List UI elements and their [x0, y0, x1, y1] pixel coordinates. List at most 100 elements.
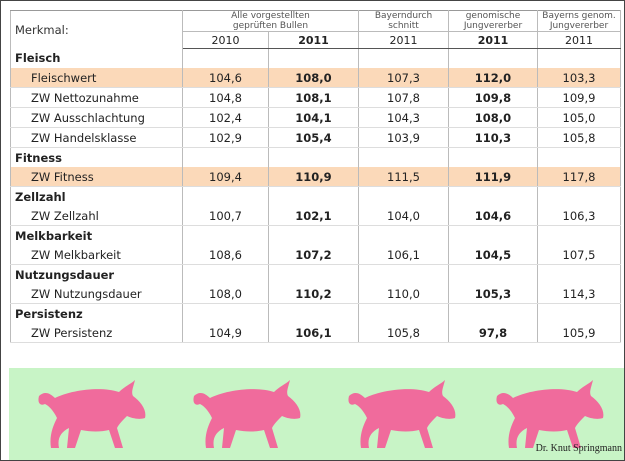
- value-cell: 102,9: [183, 128, 269, 148]
- section-title: Zellzahl: [11, 187, 183, 207]
- section-title: Nutzungsdauer: [11, 265, 183, 285]
- empty-cell: [183, 265, 269, 285]
- value-cell: 111,9: [449, 167, 538, 187]
- value-cell: 107,8: [359, 88, 449, 108]
- value-cell: 109,4: [183, 167, 269, 187]
- empty-cell: [359, 187, 449, 207]
- data-row: ZW Fitness109,4110,9111,5111,9117,8: [11, 167, 621, 187]
- row-label: ZW Persistenz: [11, 323, 183, 343]
- value-cell: 105,9: [538, 323, 621, 343]
- value-cell: 104,1: [269, 108, 359, 128]
- bull-icon: [496, 380, 603, 448]
- section-row: Melkbarkeit: [11, 226, 621, 246]
- empty-cell: [449, 226, 538, 246]
- value-cell: 104,6: [183, 68, 269, 88]
- value-cell: 105,0: [538, 108, 621, 128]
- value-cell: 106,3: [538, 206, 621, 226]
- bull-icon: [38, 380, 145, 448]
- empty-cell: [538, 187, 621, 207]
- value-cell: 104,9: [183, 323, 269, 343]
- section-row: Fleisch: [11, 49, 621, 69]
- empty-cell: [269, 187, 359, 207]
- year-label: 2011: [538, 32, 621, 49]
- value-cell: 106,1: [269, 323, 359, 343]
- value-cell: 105,8: [359, 323, 449, 343]
- row-label: ZW Melkbarkeit: [11, 245, 183, 265]
- empty-cell: [269, 49, 359, 69]
- header-row: Merkmal:Alle vorgestellten geprüften Bul…: [11, 11, 621, 32]
- header-label: Merkmal:: [11, 11, 183, 49]
- bull-band: Dr. Knut Springmann: [9, 368, 625, 461]
- empty-cell: [359, 226, 449, 246]
- value-cell: 109,9: [538, 88, 621, 108]
- data-row: ZW Zellzahl100,7102,1104,0104,6106,3: [11, 206, 621, 226]
- value-cell: 108,0: [449, 108, 538, 128]
- row-label: ZW Handelsklasse: [11, 128, 183, 148]
- value-cell: 111,5: [359, 167, 449, 187]
- year-label: 2011: [449, 32, 538, 49]
- value-cell: 103,9: [359, 128, 449, 148]
- empty-cell: [449, 49, 538, 69]
- value-cell: 107,5: [538, 245, 621, 265]
- value-cell: 110,3: [449, 128, 538, 148]
- empty-cell: [449, 148, 538, 168]
- value-cell: 110,9: [269, 167, 359, 187]
- column-group: Alle vorgestellten geprüften Bullen: [183, 11, 359, 32]
- empty-cell: [359, 148, 449, 168]
- column-group: Bayerndurch schnitt: [359, 11, 449, 32]
- empty-cell: [269, 226, 359, 246]
- value-cell: 100,7: [183, 206, 269, 226]
- value-cell: 102,1: [269, 206, 359, 226]
- row-label: ZW Nutzungsdauer: [11, 284, 183, 304]
- value-cell: 103,3: [538, 68, 621, 88]
- value-cell: 114,3: [538, 284, 621, 304]
- section-row: Nutzungsdauer: [11, 265, 621, 285]
- column-group: genomische Jungvererber: [449, 11, 538, 32]
- value-cell: 107,3: [359, 68, 449, 88]
- value-cell: 117,8: [538, 167, 621, 187]
- year-label: 2011: [269, 32, 359, 49]
- empty-cell: [183, 226, 269, 246]
- empty-cell: [449, 304, 538, 324]
- bull-icons: [9, 368, 625, 461]
- credit: Dr. Knut Springmann: [536, 443, 622, 454]
- value-cell: 104,3: [359, 108, 449, 128]
- row-label: ZW Ausschlachtung: [11, 108, 183, 128]
- value-cell: 110,2: [269, 284, 359, 304]
- value-cell: 97,8: [449, 323, 538, 343]
- bull-icon: [348, 380, 455, 448]
- row-label: Fleischwert: [11, 68, 183, 88]
- value-cell: 107,2: [269, 245, 359, 265]
- empty-cell: [538, 304, 621, 324]
- data-row: ZW Nettozunahme104,8108,1107,8109,8109,9: [11, 88, 621, 108]
- value-cell: 104,6: [449, 206, 538, 226]
- empty-cell: [183, 148, 269, 168]
- section-title: Fitness: [11, 148, 183, 168]
- value-cell: 112,0: [449, 68, 538, 88]
- empty-cell: [269, 148, 359, 168]
- value-cell: 108,0: [269, 68, 359, 88]
- section-title: Persistenz: [11, 304, 183, 324]
- empty-cell: [359, 49, 449, 69]
- empty-cell: [359, 265, 449, 285]
- value-cell: 108,0: [183, 284, 269, 304]
- value-cell: 104,8: [183, 88, 269, 108]
- year-label: 2011: [359, 32, 449, 49]
- empty-cell: [183, 304, 269, 324]
- section-row: Fitness: [11, 148, 621, 168]
- empty-cell: [359, 304, 449, 324]
- value-cell: 108,6: [183, 245, 269, 265]
- value-cell: 102,4: [183, 108, 269, 128]
- empty-cell: [538, 148, 621, 168]
- data-table: Merkmal:Alle vorgestellten geprüften Bul…: [10, 10, 621, 343]
- column-group: Bayerns genom. Jungvererber: [538, 11, 621, 32]
- value-cell: 105,3: [449, 284, 538, 304]
- data-row: ZW Persistenz104,9106,1105,897,8105,9: [11, 323, 621, 343]
- empty-cell: [538, 49, 621, 69]
- empty-cell: [538, 226, 621, 246]
- empty-cell: [538, 265, 621, 285]
- empty-cell: [269, 304, 359, 324]
- value-cell: 104,5: [449, 245, 538, 265]
